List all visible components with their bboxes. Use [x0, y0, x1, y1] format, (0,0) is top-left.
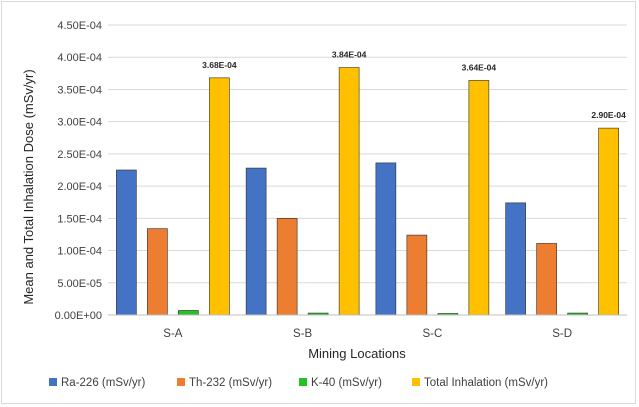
- y-tick-label: 0.00E+00: [55, 310, 102, 322]
- x-tick-label: S-B: [293, 328, 313, 340]
- y-tick-label: 2.50E-04: [57, 149, 102, 161]
- legend-swatch: [49, 378, 57, 386]
- bar-s-a-2: [178, 310, 199, 316]
- bar-s-b-0: [245, 167, 267, 316]
- legend-swatch: [177, 378, 185, 386]
- legend-label: Ra-226 (mSv/yr): [61, 377, 146, 389]
- x-axis: S-A S-B S-C S-D: [108, 314, 627, 340]
- y-tick-label: 2.00E-04: [57, 181, 102, 193]
- legend: Ra-226 (mSv/yr) Th-232 (mSv/yr) K-40 (mSv/…: [49, 377, 548, 389]
- data-label: 2.90E-04: [591, 110, 626, 120]
- y-tick-label: 3.50E-04: [57, 84, 102, 96]
- bar-s-b-1: [276, 218, 298, 316]
- y-tick-label: 4.50E-04: [57, 20, 102, 32]
- y-tick-label: 1.50E-04: [57, 213, 102, 225]
- legend-label: Total Inhalation (mSv/yr): [424, 377, 548, 389]
- bar-s-d-1: [536, 243, 557, 316]
- y-tick-label: 4.00E-04: [57, 52, 102, 64]
- y-axis-title: Mean and Total Inhalation Dose (mSv/yr): [21, 69, 36, 304]
- bar-s-c-3: [468, 80, 490, 316]
- legend-label: K-40 (mSv/yr): [311, 377, 382, 389]
- bar-s-b-3: [338, 67, 360, 316]
- legend-swatch: [412, 378, 420, 386]
- x-tick-label: S-A: [163, 328, 183, 340]
- bars: [116, 67, 619, 316]
- x-axis-title: Mining Locations: [308, 346, 406, 361]
- bar-s-a-3: [209, 77, 230, 316]
- bar-s-d-3: [598, 127, 619, 316]
- bar-s-c-0: [375, 162, 397, 316]
- y-tick-label: 5.00E-05: [57, 278, 102, 290]
- legend-swatch: [299, 378, 307, 386]
- data-label: 3.84E-04: [332, 50, 367, 60]
- legend-label: Th-232 (mSv/yr): [189, 377, 272, 389]
- x-tick-label: S-D: [552, 328, 572, 340]
- bar-s-a-1: [147, 228, 168, 316]
- y-tick-label: 1.00E-04: [57, 246, 102, 258]
- data-labels: 3.68E-04 3.84E-04 3.64E-04 2.90E-04: [202, 50, 626, 121]
- data-label: 3.68E-04: [202, 60, 237, 70]
- bar-s-d-0: [505, 202, 526, 316]
- y-axis: 0.00E+00 5.00E-05 1.00E-04 1.50E-04 2.00E-04…: [55, 20, 102, 322]
- y-tick-label: 3.00E-04: [57, 117, 102, 129]
- gridlines: [108, 24, 627, 284]
- bar-s-c-1: [406, 234, 428, 316]
- x-tick-label: S-C: [422, 328, 442, 340]
- bar-s-a-0: [116, 169, 137, 316]
- data-label: 3.64E-04: [462, 62, 497, 72]
